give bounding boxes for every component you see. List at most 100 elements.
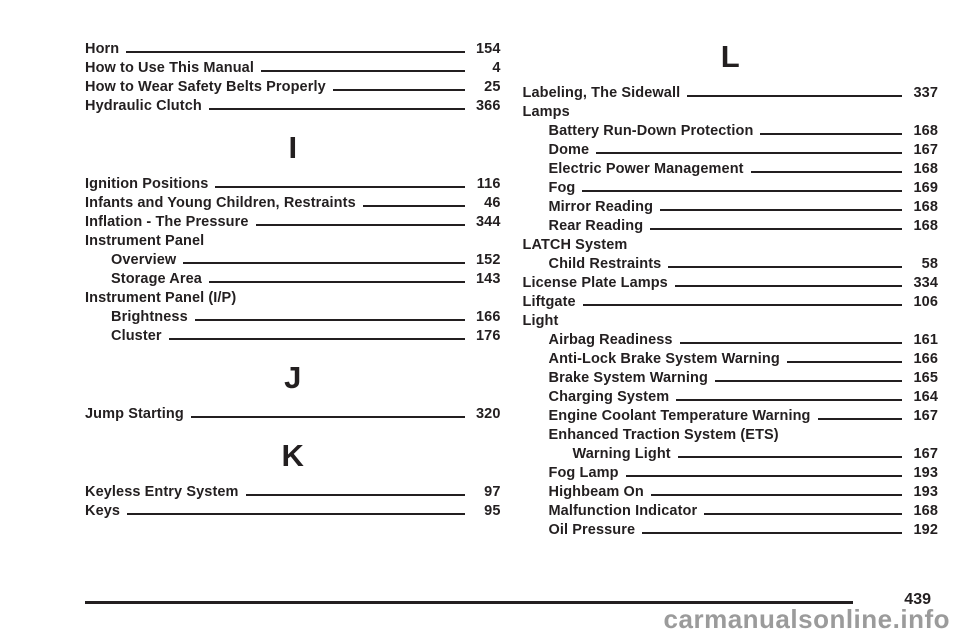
entry-page-number: 366 <box>476 98 501 114</box>
entry-page-number: 168 <box>913 503 938 519</box>
index-entry: Storage Area 143 <box>85 270 501 289</box>
entry-page-number: 166 <box>476 309 501 325</box>
index-entry: Keys 95 <box>85 502 501 521</box>
index-entry-label: Dome <box>548 142 590 158</box>
index-entry-label: License Plate Lamps <box>522 275 668 291</box>
index-entry: Airbag Readiness 161 <box>523 331 939 350</box>
index-entry: Liftgate 106 <box>523 293 939 312</box>
index-entry: How to Wear Safety Belts Properly 25 <box>85 78 501 97</box>
entry-page-number: 154 <box>476 41 501 57</box>
index-right-column: L Labeling, The Sidewall 337 Lamps Battery R… <box>523 40 939 540</box>
index-entry-label: Oil Pressure <box>548 522 636 538</box>
dot-leader <box>642 532 902 534</box>
dot-leader <box>126 51 465 53</box>
index-entry: Infants and Young Children, Restraints 46 <box>85 194 501 213</box>
entry-page-number: 25 <box>484 79 501 95</box>
index-entry: Instrument Panel <box>85 232 501 251</box>
entry-page-number: 193 <box>913 465 938 481</box>
dot-leader <box>596 152 902 154</box>
index-entry: Hydraulic Clutch 366 <box>85 97 501 116</box>
index-entry-label: Fog Lamp <box>548 465 619 481</box>
index-entry: Anti-Lock Brake System Warning 166 <box>523 350 939 369</box>
entry-page-number: 320 <box>476 406 501 422</box>
index-entry-label: Inflation - The Pressure <box>85 214 249 230</box>
index-entry: Inflation - The Pressure 344 <box>85 213 501 232</box>
index-entry-label: Child Restraints <box>548 256 662 272</box>
index-entry-label: LATCH System <box>522 237 628 253</box>
entry-page-number: 164 <box>913 389 938 405</box>
entry-page-number: 168 <box>913 218 938 234</box>
index-entry: Child Restraints 58 <box>523 255 939 274</box>
dot-leader <box>127 513 465 515</box>
entry-page-number: 116 <box>476 176 501 192</box>
entry-page-number: 168 <box>913 161 938 177</box>
index-entry-label: How to Wear Safety Belts Properly <box>85 79 326 95</box>
index-entry: Fog 169 <box>523 179 939 198</box>
index-entry: Keyless Entry System 97 <box>85 483 501 502</box>
index-entry-label: Engine Coolant Temperature Warning <box>548 408 811 424</box>
index-entry: Ignition Positions 116 <box>85 175 501 194</box>
entry-page-number: 168 <box>913 123 938 139</box>
index-entry: Overview 152 <box>85 251 501 270</box>
dot-leader <box>194 319 465 321</box>
index-entry-label: Liftgate <box>522 294 576 310</box>
index-entry: Cluster 176 <box>85 327 501 346</box>
entry-page-number: 334 <box>913 275 938 291</box>
index-entry: Jump Starting 320 <box>85 405 501 424</box>
dot-leader <box>582 190 902 192</box>
dot-leader <box>817 418 902 420</box>
index-entry-label: Keyless Entry System <box>85 484 239 500</box>
index-entry-label: Airbag Readiness <box>548 332 673 348</box>
dot-leader <box>676 399 902 401</box>
index-entry: Battery Run-Down Protection 168 <box>523 122 939 141</box>
index-entry-label: How to Use This Manual <box>85 60 254 76</box>
index-entry: How to Use This Manual 4 <box>85 59 501 78</box>
index-entry: Charging System 164 <box>523 388 939 407</box>
dot-leader <box>650 494 902 496</box>
entry-page-number: 176 <box>476 328 501 344</box>
section-letter: L <box>720 39 740 74</box>
dot-leader <box>260 70 465 72</box>
entry-page-number: 97 <box>484 484 501 500</box>
entry-page-number: 143 <box>476 271 501 287</box>
index-entry: Light <box>523 312 939 331</box>
index-entry-label: Keys <box>85 503 121 519</box>
entry-page-number: 46 <box>484 195 501 211</box>
dot-leader <box>750 171 902 173</box>
dot-leader <box>650 228 902 230</box>
index-entry: Engine Coolant Temperature Warning 167 <box>523 407 939 426</box>
index-entry-label: Labeling, The Sidewall <box>522 85 681 101</box>
entry-page-number: 169 <box>913 180 938 196</box>
section-letter: J <box>284 360 302 395</box>
index-entry: LATCH System <box>523 236 939 255</box>
dot-leader <box>679 342 902 344</box>
index-entry: Highbeam On 193 <box>523 483 939 502</box>
entry-page-number: 165 <box>913 370 938 386</box>
index-entry: License Plate Lamps 334 <box>523 274 939 293</box>
index-entry: Brake System Warning 165 <box>523 369 939 388</box>
dot-leader <box>245 494 465 496</box>
dot-leader <box>183 262 465 264</box>
index-entry-label: Light <box>522 313 559 329</box>
index-entry-label: Electric Power Management <box>548 161 744 177</box>
entry-page-number: 152 <box>476 252 501 268</box>
index-entry-label: Malfunction Indicator <box>548 503 698 519</box>
index-entry: Fog Lamp 193 <box>523 464 939 483</box>
entry-page-number: 344 <box>476 214 501 230</box>
entry-page-number: 95 <box>484 503 501 519</box>
dot-leader <box>190 416 465 418</box>
page-number: 439 <box>904 591 931 608</box>
index-entry-label: Rear Reading <box>548 218 644 234</box>
index-entry-label: Mirror Reading <box>548 199 654 215</box>
watermark: carmanualsonline.info <box>663 604 950 634</box>
entry-page-number: 167 <box>913 446 938 462</box>
index-entry-label: Instrument Panel <box>85 233 205 249</box>
index-entry: Instrument Panel (I/P) <box>85 289 501 308</box>
index-entry: Dome 167 <box>523 141 939 160</box>
index-entry-label: Charging System <box>548 389 670 405</box>
dot-leader <box>677 456 902 458</box>
dot-leader <box>674 285 902 287</box>
index-entry: Rear Reading 168 <box>523 217 939 236</box>
index-entry-label: Hydraulic Clutch <box>85 98 202 114</box>
index-entry: Labeling, The Sidewall 337 <box>523 84 939 103</box>
